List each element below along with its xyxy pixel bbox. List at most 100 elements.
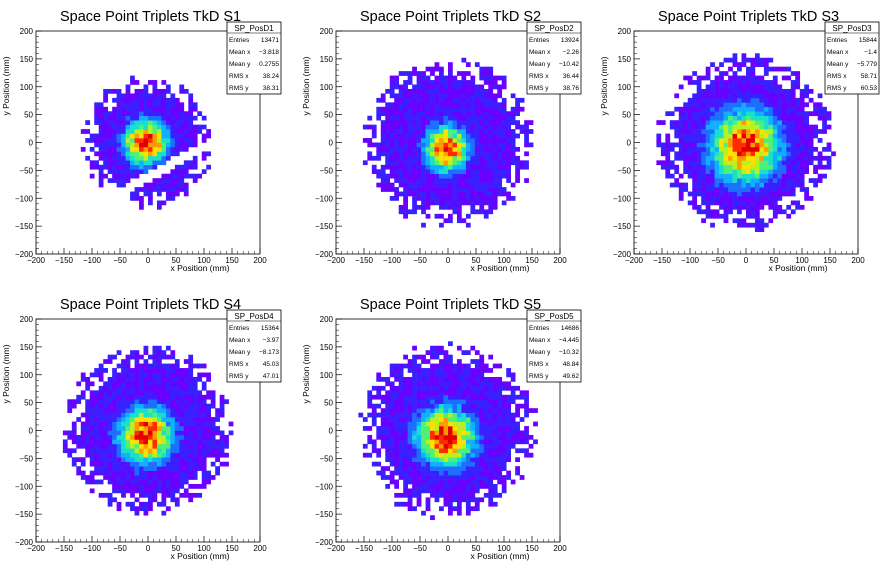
heatmap-cell [98, 439, 104, 445]
heatmap-cell [371, 394, 377, 400]
heatmap-cell [407, 359, 413, 364]
heatmap-cell [750, 97, 756, 103]
heatmap-cell [125, 408, 131, 413]
heatmap-cell [425, 403, 431, 409]
heatmap-cell [85, 155, 91, 161]
heatmap-cell [201, 381, 207, 387]
heatmap-cell [412, 448, 417, 454]
x-tick-label: 0 [744, 256, 749, 265]
heatmap-cell [790, 191, 796, 197]
heatmap-cell [434, 196, 440, 201]
heatmap-cell [412, 204, 417, 210]
heatmap-cell [714, 196, 720, 201]
heatmap-cell [94, 164, 100, 170]
heatmap-cell [112, 178, 117, 183]
heatmap-cell [201, 151, 207, 157]
heatmap-cell [439, 488, 444, 494]
heatmap-cell [430, 97, 435, 103]
heatmap-cell [161, 106, 167, 112]
heatmap-cell [786, 187, 792, 192]
heatmap-cell [103, 452, 108, 458]
heatmap-cell [746, 115, 751, 121]
heatmap-cell [380, 434, 386, 440]
heatmap-cell [741, 182, 747, 188]
heatmap-cell [125, 501, 131, 507]
heatmap-cell [777, 196, 783, 201]
heatmap-cell [714, 164, 720, 170]
heatmap-cell [139, 133, 144, 139]
heatmap-cell [465, 385, 471, 391]
heatmap-cell [210, 439, 216, 445]
heatmap-cell [434, 484, 440, 489]
heatmap-cell [130, 394, 135, 400]
heatmap-cell [790, 111, 796, 117]
heatmap-cell [461, 111, 467, 117]
heatmap-cell [188, 434, 194, 440]
axes: −200−200−150−150−100−100−50−500050501001… [315, 315, 567, 553]
heatmap-cell [452, 466, 458, 471]
heatmap-cell [161, 501, 167, 507]
heatmap-cell [421, 385, 426, 391]
heatmap-cell [125, 146, 131, 152]
heatmap-cell [795, 75, 801, 81]
heatmap-cell [772, 191, 778, 197]
heatmap-cell [501, 412, 507, 418]
heatmap-cell [754, 111, 760, 117]
heatmap-cell [170, 466, 176, 471]
heatmap-cell [759, 169, 765, 175]
heatmap-cell [456, 111, 462, 117]
heatmap-cell [696, 146, 702, 152]
heatmap-cell [62, 443, 68, 449]
heatmap-cell [407, 187, 413, 192]
heatmap-cell [179, 412, 185, 418]
heatmap-cell [678, 138, 684, 143]
heatmap-cell [398, 155, 404, 161]
heatmap-cell [461, 129, 467, 134]
heatmap-cell [714, 173, 720, 179]
x-tick-label: 100 [497, 256, 511, 265]
heatmap-cell [425, 368, 431, 373]
heatmap-cell [790, 187, 796, 192]
heatmap-cell [412, 372, 417, 378]
heatmap-cell [421, 359, 426, 364]
heatmap-cell [456, 376, 462, 382]
heatmap-cell [139, 434, 144, 440]
heatmap-cell [143, 129, 149, 134]
heatmap-cell [678, 151, 684, 157]
heatmap-cell [781, 111, 787, 117]
stats-box-frame [226, 21, 282, 95]
heatmap-cell [161, 430, 167, 436]
heatmap-cell [170, 457, 176, 463]
heatmap-cell [501, 80, 507, 85]
heatmap-cell [746, 133, 751, 139]
heatmap-cell [710, 93, 715, 99]
heatmap-cell [380, 408, 386, 413]
heatmap-cell [465, 200, 471, 206]
heatmap-cell [732, 75, 738, 81]
heatmap-cell [425, 120, 431, 125]
heatmap-cell [696, 129, 702, 134]
heatmap-cell [687, 146, 693, 152]
heatmap-cell [197, 173, 203, 179]
heatmap-cell [461, 390, 467, 396]
heatmap-cell [210, 426, 216, 431]
heatmap-cell [98, 106, 104, 112]
heatmap-cell [412, 71, 417, 76]
heatmap-cell [741, 88, 747, 94]
heatmap-cell [465, 222, 471, 228]
heatmap-cell [165, 178, 171, 183]
heatmap-cell [488, 115, 494, 121]
heatmap-cell [425, 93, 431, 99]
heatmap-cell [398, 394, 404, 400]
x-tick-label: 100 [497, 544, 511, 553]
heatmap-cell [371, 385, 377, 391]
heatmap-cell [389, 426, 395, 431]
heatmap-cell [674, 155, 680, 161]
heatmap-cell [737, 178, 742, 183]
heatmap-cell [772, 133, 778, 139]
heatmap-cell [143, 164, 149, 170]
heatmap-cell [139, 448, 144, 454]
heatmap-cell [385, 381, 391, 387]
heatmap-cell [89, 443, 95, 449]
